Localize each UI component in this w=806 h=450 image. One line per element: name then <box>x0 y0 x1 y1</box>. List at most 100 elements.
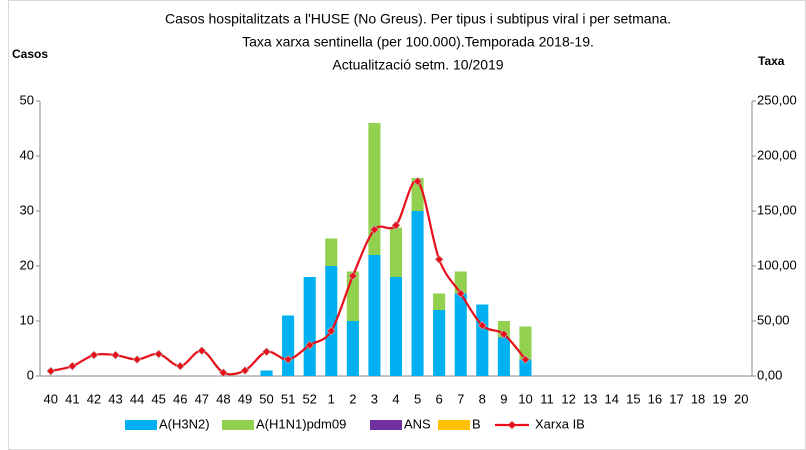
y2-axis-label: Taxa <box>758 54 785 68</box>
marker <box>369 225 379 235</box>
marker <box>89 350 99 360</box>
bar <box>368 255 381 376</box>
marker <box>218 368 228 378</box>
x-tick-label: 8 <box>479 391 486 406</box>
y-axis-label: Casos <box>12 47 48 61</box>
x-tick-label: 12 <box>561 391 575 406</box>
y-tick-label: 50 <box>20 92 34 107</box>
legend-swatch <box>125 420 157 430</box>
y2-tick-label: 200,00 <box>757 147 797 162</box>
x-tick-label: 4 <box>392 391 399 406</box>
chart-title: Actualització setm. 10/2019 <box>332 57 503 73</box>
y2-tick-label: 150,00 <box>757 202 797 217</box>
bar <box>497 337 510 376</box>
x-tick-label: 17 <box>669 391 683 406</box>
bar <box>519 359 532 376</box>
y2-tick-label: 50,00 <box>757 312 790 327</box>
bar <box>433 310 446 376</box>
x-tick-label: 7 <box>457 391 464 406</box>
x-tick-label: 3 <box>371 391 378 406</box>
bar <box>303 277 316 376</box>
marker <box>434 254 444 264</box>
bar <box>519 326 532 360</box>
marker <box>175 361 185 371</box>
x-tick-label: 44 <box>130 391 144 406</box>
legend-swatch <box>222 420 254 430</box>
legend-label: Xarxa IB <box>535 416 585 431</box>
marker <box>197 346 207 356</box>
x-tick-label: 16 <box>648 391 662 406</box>
bar <box>346 321 359 376</box>
bar <box>325 238 338 266</box>
marker <box>283 355 293 364</box>
x-tick-label: 1 <box>328 391 335 406</box>
marker <box>111 350 120 360</box>
x-tick-label: 40 <box>44 391 58 406</box>
x-tick-label: 11 <box>540 391 554 406</box>
bar <box>368 123 381 255</box>
x-tick-label: 49 <box>238 391 252 406</box>
marker <box>67 361 77 371</box>
marker <box>521 355 530 364</box>
marker <box>348 271 358 281</box>
legend-swatch <box>370 420 402 430</box>
bar <box>260 370 273 376</box>
legend-label: ANS <box>404 416 431 431</box>
bar <box>282 315 295 376</box>
bar <box>411 211 424 376</box>
x-tick-label: 20 <box>734 391 748 406</box>
y-tick-label: 40 <box>20 147 34 162</box>
marker <box>391 220 401 230</box>
x-tick-label: 18 <box>691 391 705 406</box>
x-tick-label: 9 <box>500 391 507 406</box>
x-tick-label: 10 <box>518 391 532 406</box>
x-tick-label: 2 <box>349 391 356 406</box>
bar <box>454 293 467 376</box>
x-tick-label: 52 <box>302 391 316 406</box>
x-tick-label: 14 <box>605 391 619 406</box>
legend-label: A(H1N1)pdm09 <box>256 416 346 431</box>
bar <box>325 266 338 376</box>
marker <box>46 366 56 376</box>
x-tick-label: 42 <box>87 391 101 406</box>
chart-title: Casos hospitalitzats a l'HUSE (No Greus)… <box>165 11 671 27</box>
x-tick-label: 48 <box>216 391 230 406</box>
marker <box>477 320 487 330</box>
x-tick-label: 47 <box>195 391 209 406</box>
legend-label: B <box>472 416 481 431</box>
y2-tick-label: 0,00 <box>757 367 782 382</box>
y2-tick-label: 100,00 <box>757 257 797 272</box>
x-tick-label: 51 <box>281 391 295 406</box>
marker <box>456 289 466 298</box>
x-tick-label: 46 <box>173 391 187 406</box>
x-tick-label: 13 <box>583 391 597 406</box>
y-tick-label: 20 <box>20 257 34 272</box>
x-tick-label: 19 <box>712 391 726 406</box>
x-tick-label: 5 <box>414 391 421 406</box>
y-tick-label: 0 <box>27 367 34 382</box>
marker <box>132 355 142 364</box>
marker <box>154 349 164 359</box>
y2-tick-label: 250,00 <box>757 92 797 107</box>
chart-title: Taxa xarxa sentinella (per 100.000).Temp… <box>242 34 594 50</box>
marker <box>413 176 423 186</box>
bar <box>476 304 489 376</box>
bar <box>433 293 446 310</box>
y-tick-label: 10 <box>20 312 34 327</box>
bar <box>389 277 403 376</box>
x-tick-label: 43 <box>108 391 122 406</box>
marker <box>326 326 336 336</box>
x-tick-label: 6 <box>436 391 443 406</box>
x-tick-label: 50 <box>259 391 273 406</box>
marker <box>262 347 271 357</box>
y-tick-label: 30 <box>20 202 34 217</box>
x-tick-label: 15 <box>626 391 640 406</box>
x-tick-label: 41 <box>65 391 79 406</box>
x-tick-label: 45 <box>151 391 165 406</box>
bar <box>389 227 403 277</box>
legend-label: A(H3N2) <box>159 416 210 431</box>
marker <box>240 366 250 375</box>
marker <box>305 340 315 350</box>
legend-swatch <box>438 420 470 430</box>
